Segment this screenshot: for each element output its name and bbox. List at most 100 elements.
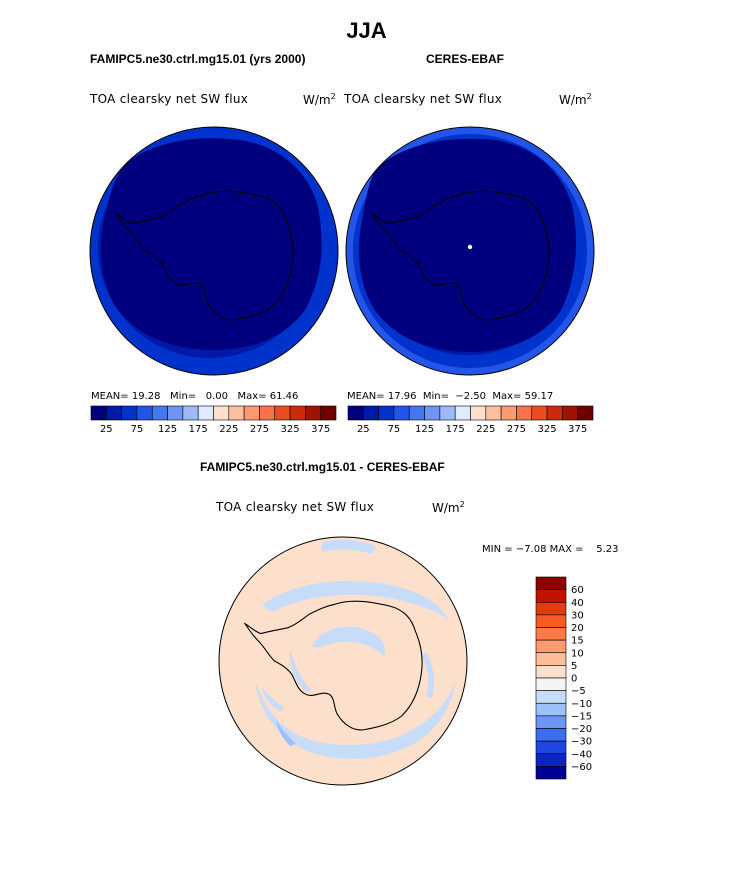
model-colorbar-swatch: [151, 405, 168, 421]
diff-colorbar-swatch: [535, 589, 567, 603]
diff-colorbar-swatch: [535, 639, 567, 654]
diff-negative-region: [262, 580, 448, 620]
model-map-core: [100, 138, 322, 350]
obs-variable-label: TOA clearsky net SW flux: [344, 92, 503, 106]
obs-units-label: W/m2: [559, 92, 592, 107]
obs-colorbar-swatch: [439, 405, 456, 421]
diff-colorbar-swatch: [535, 627, 567, 641]
model-colorbar-swatch: [213, 405, 230, 421]
obs-colorbar-tick-label: 375: [568, 424, 587, 435]
model-colorbar-tick-label: 275: [250, 424, 269, 435]
obs-stats: MEAN= 17.96 Min= −2.50 Max= 59.17: [347, 391, 554, 402]
model-map-border: [89, 126, 339, 376]
diff-colorbar-tick-label: 30: [571, 610, 584, 621]
model-colorbar-swatch: [90, 405, 107, 421]
diff-colorbar-tick-label: −5: [571, 686, 586, 697]
model-colorbar-swatch: [259, 405, 276, 421]
diff-negative-region: [289, 650, 312, 692]
obs-colorbar-tick-label: 125: [415, 424, 434, 435]
model-map: [89, 126, 339, 376]
model-units-label: W/m2: [303, 92, 336, 107]
diff-negative-region: [255, 680, 456, 759]
diff-colorbar-tick-label: 40: [571, 598, 584, 609]
obs-colorbar-swatch: [393, 405, 410, 421]
diff-colorbar-swatch: [535, 665, 567, 679]
model-colorbar-tick-label: 25: [100, 424, 113, 435]
diff-colorbar-tick-label: 15: [571, 636, 584, 647]
model-colorbar-swatch: [121, 405, 138, 421]
obs-colorbar-swatch: [424, 405, 441, 421]
diff-colorbar-swatch: [535, 652, 567, 666]
model-colorbar-swatch: [289, 405, 306, 421]
diff-colorbar-tick-label: −40: [571, 749, 592, 760]
model-colorbar-swatch: [305, 405, 321, 421]
diff-colorbar-tick-label: 10: [571, 648, 584, 659]
model-colorbar-tick-label: 375: [311, 424, 330, 435]
diff-variable-label: TOA clearsky net SW flux: [216, 500, 375, 514]
model-variable-label: TOA clearsky net SW flux: [90, 92, 249, 106]
obs-colorbar-swatch: [485, 405, 502, 421]
diff-colorbar-tick-label: 0: [571, 674, 577, 685]
diff-negative-region: [422, 652, 434, 698]
model-colorbar-tick-label: 175: [189, 424, 208, 435]
model-colorbar: 25 75 125 175 225 275 325 375: [90, 405, 337, 435]
obs-colorbar-swatch: [378, 405, 395, 421]
obs-colorbar-swatch: [347, 405, 364, 421]
model-colorbar-swatch: [274, 405, 291, 421]
obs-colorbar-tick-label: 325: [538, 424, 557, 435]
diff-colorbar-swatch: [535, 740, 567, 755]
obs-colorbar-tick-label: 75: [388, 424, 401, 435]
obs-colorbar-tick-label: 225: [476, 424, 495, 435]
obs-colorbar: 25 75 125 175 225 275 325 375: [347, 405, 594, 435]
diff-colorbar-swatch: [535, 690, 567, 704]
figure-title: JJA: [346, 18, 387, 43]
diff-colorbar-tick-label: −20: [571, 724, 592, 735]
obs-colorbar-swatch: [531, 405, 548, 421]
model-colorbar-swatch: [136, 405, 153, 421]
diff-colorbar-swatch: [535, 576, 567, 590]
diff-colorbar-swatch: [535, 715, 567, 729]
obs-colorbar-swatch: [500, 405, 517, 421]
model-colorbar-tick-label: 125: [158, 424, 177, 435]
diff-map: [218, 536, 468, 786]
model-colorbar-swatch: [320, 405, 337, 421]
obs-colorbar-swatch: [408, 405, 425, 421]
model-colorbar-swatch: [167, 405, 184, 421]
obs-map: [345, 126, 595, 376]
diff-map-border: [218, 536, 468, 786]
diff-units-label: W/m2: [432, 500, 465, 515]
obs-colorbar-swatch: [516, 405, 533, 421]
diff-stats: MIN = −7.08 MAX = 5.23: [482, 544, 619, 555]
obs-colorbar-swatch: [546, 405, 563, 421]
diff-colorbar-tick-label: −30: [571, 737, 592, 748]
diff-colorbar-swatch: [535, 753, 567, 767]
diff-case-title: FAMIPC5.ne30.ctrl.mg15.01 - CERES-EBAF: [200, 460, 445, 474]
obs-colorbar-tick-label: 25: [357, 424, 370, 435]
diff-colorbar-tick-label: −15: [571, 711, 592, 722]
diff-colorbar-tick-label: 5: [571, 661, 577, 672]
obs-pole-dot: [467, 244, 473, 250]
model-colorbar-tick-label: 225: [219, 424, 238, 435]
model-colorbar-swatch: [106, 405, 122, 421]
diff-colorbar-swatch: [535, 614, 567, 628]
obs-map-border: [345, 126, 595, 376]
diff-negative-region: [322, 539, 376, 554]
diff-colorbar-tick-label: −10: [571, 699, 592, 710]
diff-colorbar-swatch: [535, 766, 567, 780]
model-colorbar-swatch: [197, 405, 214, 421]
diff-colorbar-swatch: [535, 728, 567, 742]
diff-colorbar-swatch: [535, 601, 567, 616]
diff-colorbar-swatch: [535, 677, 567, 691]
diff-colorbar-tick-label: 20: [571, 623, 584, 634]
obs-case-title: CERES-EBAF: [426, 52, 505, 66]
obs-colorbar-swatch: [454, 405, 471, 421]
diff-negative-region: [262, 688, 284, 712]
model-colorbar-swatch: [182, 405, 199, 421]
diff-colorbar-tick-label: −60: [571, 762, 592, 773]
diff-colorbar-tick-label: 60: [571, 585, 584, 596]
model-colorbar-tick-label: 75: [131, 424, 144, 435]
model-colorbar-tick-label: 325: [281, 424, 300, 435]
obs-colorbar-swatch: [577, 405, 594, 421]
